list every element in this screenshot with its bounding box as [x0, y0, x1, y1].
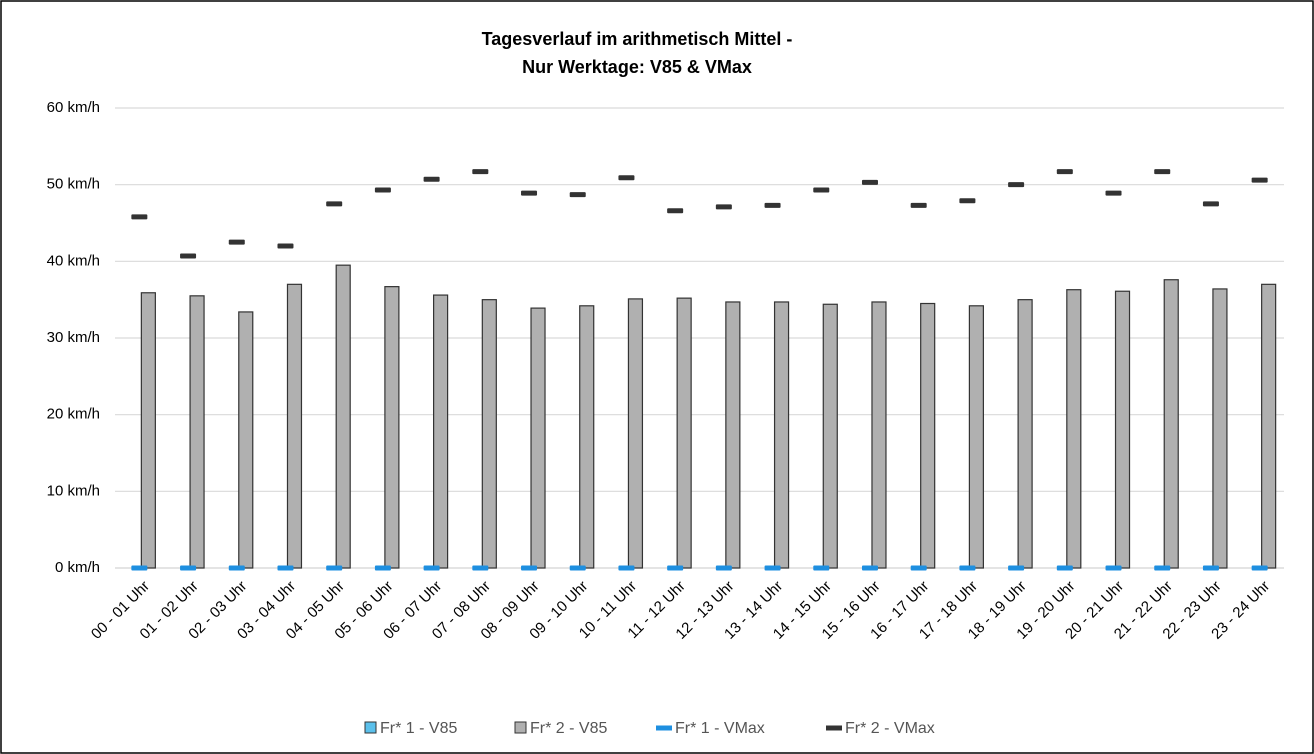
marker — [1202, 201, 1219, 207]
bar — [238, 311, 254, 569]
marker — [374, 565, 391, 571]
legend-swatch — [364, 721, 377, 734]
marker — [277, 243, 294, 249]
marker — [472, 565, 489, 571]
chart-title: Nur Werktage: V85 & VMax — [522, 57, 752, 77]
bar — [1212, 288, 1228, 569]
legend-label: Fr* 1 - V85 — [380, 720, 457, 737]
marker — [910, 202, 927, 208]
marker — [180, 253, 197, 259]
marker — [667, 565, 684, 571]
bar — [335, 264, 351, 569]
marker — [374, 187, 391, 193]
bar — [920, 302, 936, 569]
legend-swatch — [826, 725, 842, 731]
marker — [618, 175, 635, 181]
marker — [521, 190, 538, 196]
bar — [627, 298, 644, 569]
y-tick-label: 50 km/h — [47, 176, 100, 193]
marker — [326, 201, 343, 207]
marker — [715, 204, 732, 210]
marker — [326, 565, 343, 571]
marker — [1154, 565, 1171, 571]
bar — [1114, 290, 1131, 569]
bar — [871, 301, 887, 569]
marker — [228, 565, 245, 571]
bar — [1017, 299, 1033, 569]
marker — [569, 565, 586, 571]
bar — [725, 301, 741, 569]
bar — [773, 301, 790, 569]
marker — [813, 187, 830, 193]
marker — [764, 565, 781, 571]
marker — [1056, 169, 1073, 175]
marker — [228, 239, 245, 245]
marker — [861, 565, 878, 571]
bar — [676, 297, 692, 569]
marker — [1105, 565, 1122, 571]
marker — [131, 565, 148, 571]
bar — [1066, 289, 1082, 569]
bar — [822, 303, 838, 569]
legend-swatch — [514, 721, 527, 734]
legend-label: Fr* 2 - V85 — [530, 720, 607, 737]
bar — [140, 292, 156, 569]
marker — [910, 565, 927, 571]
bar — [579, 305, 595, 569]
bar — [384, 286, 400, 569]
marker — [1154, 169, 1171, 175]
marker — [667, 208, 684, 214]
bar — [968, 305, 984, 569]
legend-swatch — [656, 725, 672, 731]
marker — [423, 176, 440, 182]
marker — [861, 179, 878, 185]
y-tick-label: 40 km/h — [47, 252, 100, 269]
marker — [1008, 565, 1025, 571]
marker — [472, 169, 489, 175]
legend-label: Fr* 2 - VMax — [845, 720, 935, 737]
marker — [1251, 177, 1268, 183]
bar — [1163, 279, 1179, 569]
marker — [131, 214, 148, 220]
marker — [1202, 565, 1219, 571]
marker — [1008, 182, 1025, 188]
chart-title: Tagesverlauf im arithmetisch Mittel - — [482, 29, 793, 49]
marker — [618, 565, 635, 571]
marker — [959, 198, 976, 204]
marker — [1056, 565, 1073, 571]
legend-label: Fr* 1 - VMax — [675, 720, 765, 737]
marker — [521, 565, 538, 571]
marker — [715, 565, 732, 571]
marker — [1251, 565, 1268, 571]
bar — [189, 295, 205, 569]
marker — [423, 565, 440, 571]
marker — [813, 565, 830, 571]
marker — [1105, 190, 1122, 196]
marker — [959, 565, 976, 571]
y-tick-label: 60 km/h — [47, 99, 100, 116]
y-tick-label: 0 km/h — [55, 559, 100, 576]
marker — [569, 192, 586, 198]
bar — [481, 299, 497, 569]
y-tick-label: 20 km/h — [47, 406, 100, 423]
marker — [180, 565, 197, 571]
marker — [277, 565, 294, 571]
bar — [530, 307, 546, 569]
y-tick-label: 30 km/h — [47, 329, 100, 346]
bar — [286, 283, 303, 569]
y-tick-label: 10 km/h — [47, 482, 100, 499]
bar — [433, 294, 449, 569]
marker — [764, 202, 781, 208]
bar — [1261, 283, 1277, 569]
